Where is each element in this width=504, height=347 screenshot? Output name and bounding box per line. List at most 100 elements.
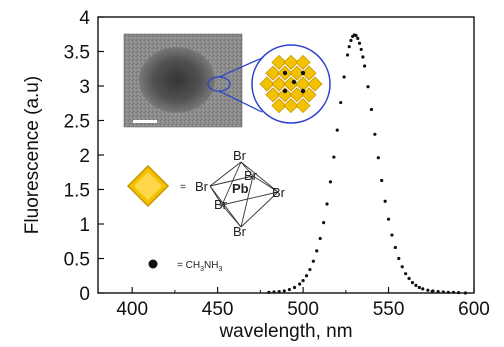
cation-dot-icon xyxy=(148,259,158,269)
br-atom-top: Br xyxy=(233,148,247,163)
x-axis-label: wavelength, nm xyxy=(218,321,352,342)
data-point xyxy=(339,100,343,105)
data-point xyxy=(357,41,362,45)
data-point xyxy=(380,178,384,183)
data-point xyxy=(267,290,271,294)
x-tick-label: 600 xyxy=(458,299,490,320)
br-atom-upper-right: Br xyxy=(244,168,258,183)
data-point xyxy=(335,128,339,132)
lattice-cation-dot xyxy=(291,79,297,85)
cation-legend: = CH3NH3 xyxy=(148,259,222,273)
data-point xyxy=(332,155,336,159)
zoom-line-bottom xyxy=(218,90,263,113)
data-point xyxy=(397,256,401,261)
data-point xyxy=(308,267,312,272)
x-tick-label: 550 xyxy=(373,299,405,320)
br-atom-bottom: Br xyxy=(233,224,247,239)
data-point xyxy=(421,287,425,291)
br-atom-left: Br xyxy=(195,179,209,194)
lattice-cation-dot xyxy=(300,70,306,76)
lattice-octahedron-icon xyxy=(259,76,275,92)
lattice-octahedron-icon xyxy=(265,65,281,81)
data-point xyxy=(347,45,351,49)
x-tick-label: 450 xyxy=(202,299,234,320)
data-point xyxy=(369,107,374,112)
y-tick-label: 2 xyxy=(79,146,90,167)
data-point xyxy=(277,290,281,294)
data-point xyxy=(318,236,322,241)
y-tick-label: 1 xyxy=(79,215,90,236)
lattice-inset xyxy=(251,44,331,124)
perovskite-lattice xyxy=(259,54,323,114)
data-point xyxy=(354,34,358,38)
data-point xyxy=(301,278,305,283)
tem-inset xyxy=(123,33,263,128)
y-tick-label: 4 xyxy=(79,8,90,29)
data-point xyxy=(373,132,377,136)
data-point xyxy=(328,180,333,184)
data-point xyxy=(436,290,440,294)
data-point xyxy=(400,265,404,269)
data-point xyxy=(363,64,367,68)
lattice-octahedron-icon xyxy=(307,76,323,92)
data-point xyxy=(441,290,445,294)
x-tick-label: 500 xyxy=(287,299,319,320)
data-point xyxy=(361,55,365,59)
data-point xyxy=(298,282,302,286)
y-tick-label: 1.5 xyxy=(64,181,90,202)
octahedron-equals: = xyxy=(180,182,186,193)
data-point xyxy=(463,291,468,295)
lattice-octahedron-icon xyxy=(295,54,311,70)
y-tick-label: 0.5 xyxy=(64,250,90,271)
lattice-cation-dot xyxy=(282,70,288,76)
data-point xyxy=(386,217,391,221)
data-series xyxy=(267,33,468,295)
data-point xyxy=(325,202,329,206)
y-tick-label: 2.5 xyxy=(64,112,90,133)
data-point xyxy=(292,285,297,290)
lattice-octahedron-icon xyxy=(271,54,287,70)
data-point xyxy=(457,291,461,295)
cation-formula: = CH3NH3 xyxy=(177,260,222,273)
data-point xyxy=(404,272,408,276)
br-atom-lower-left: Br xyxy=(214,197,228,212)
pb-atom-center: Pb xyxy=(232,181,249,196)
data-point xyxy=(417,285,421,290)
data-point xyxy=(376,156,380,160)
x-tick-label: 400 xyxy=(116,299,148,320)
zoom-line-top xyxy=(218,57,263,78)
data-point xyxy=(359,47,363,52)
data-point xyxy=(414,283,418,288)
data-point xyxy=(451,290,456,294)
lattice-octahedron-icon xyxy=(301,65,317,81)
data-point xyxy=(304,274,309,278)
x-axis-ticks: 400 450 500 550 600 xyxy=(116,287,490,320)
data-point xyxy=(390,233,394,237)
octahedron-diamond-highlight xyxy=(134,172,162,200)
y-tick-label: 3.5 xyxy=(64,43,90,64)
lattice-octahedron-icon xyxy=(271,98,287,114)
data-point xyxy=(345,53,350,57)
br-atom-right: Br xyxy=(272,185,286,200)
data-point xyxy=(426,288,430,292)
lattice-octahedron-icon xyxy=(277,87,293,103)
nanocrystal-grain xyxy=(139,47,215,113)
data-point xyxy=(383,199,387,203)
lattice-octahedron-icon xyxy=(283,98,299,114)
lattice-octahedron-icon xyxy=(271,76,287,92)
data-point xyxy=(349,38,353,43)
lattice-octahedron-icon xyxy=(289,65,305,81)
data-point xyxy=(431,289,435,293)
lattice-octahedron-icon xyxy=(295,98,311,114)
data-point xyxy=(410,281,415,285)
data-point xyxy=(315,249,319,253)
lattice-octahedron-icon xyxy=(265,87,281,103)
data-point xyxy=(272,290,276,294)
data-point xyxy=(366,85,370,89)
data-point xyxy=(282,289,286,293)
data-point xyxy=(446,290,450,294)
lattice-octahedron-icon xyxy=(283,54,299,70)
data-point xyxy=(407,276,411,281)
scale-bar xyxy=(133,120,157,123)
